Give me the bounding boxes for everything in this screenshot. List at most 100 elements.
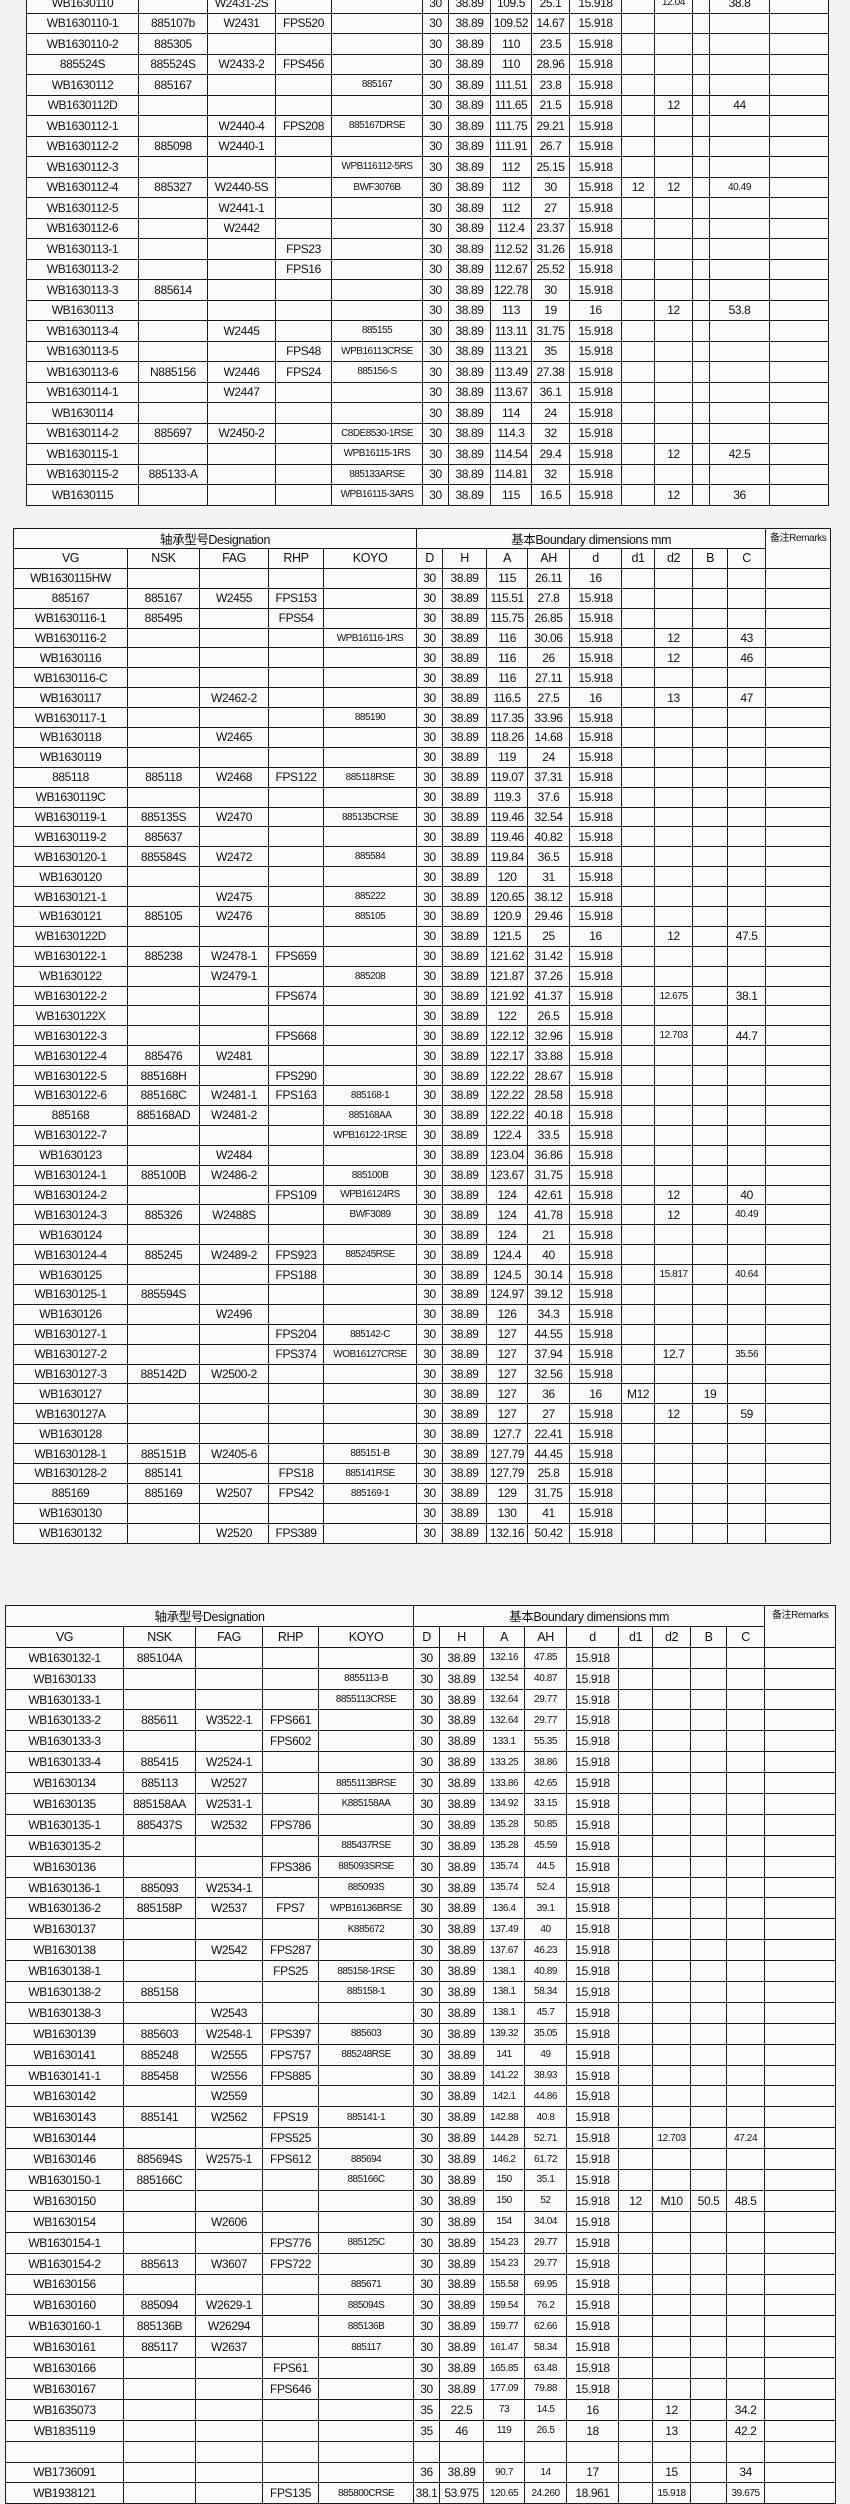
cell-h: 38.89 — [442, 647, 488, 669]
cell-c: 59 — [727, 1403, 767, 1425]
cell-d-bore: 15.918 — [566, 2001, 620, 2024]
cell-d-bore: 15.918 — [566, 1855, 620, 1878]
cell-remarks — [765, 1085, 832, 1106]
cell-b — [692, 846, 729, 868]
cell-koyo — [331, 94, 423, 116]
cell-d2 — [654, 1443, 694, 1464]
cell-remarks — [765, 1482, 832, 1504]
cell-nsk: 885415 — [123, 1751, 196, 1774]
cell-vg: WB1630110 — [26, 0, 139, 14]
table-row: WB1630132 W2520 FPS389 30 38.89 132.16 50.42 15… — [13, 1522, 832, 1544]
table-row: WB1630115 WPB16115-3ARS 30 38.89 115 16.5 15.9… — [26, 484, 829, 506]
cell-fag: W2486-2 — [199, 1164, 269, 1186]
cell-fag: W2468 — [199, 766, 269, 788]
cell-ah: 46.23 — [524, 1939, 568, 1962]
cell-vg: WB1630112-5 — [26, 197, 139, 219]
cell-d1 — [621, 0, 655, 14]
cell-a: 124.97 — [486, 1283, 529, 1305]
cell-ah — [524, 2440, 568, 2463]
cell-koyo — [322, 1502, 418, 1524]
cell-nsk — [123, 1730, 196, 1753]
cell-koyo — [317, 2419, 415, 2442]
cell-vg: WB1630156 — [5, 2273, 124, 2296]
table-row: WB1630112-5 W2441-1 30 38.89 112 27 15.918 — [26, 197, 829, 219]
cell-c — [709, 74, 770, 96]
table-row: WB1630115-1 WPB16115-1RS 30 38.89 114.54 29.4… — [26, 443, 829, 465]
cell-h: 38.89 — [439, 1897, 485, 1920]
cell-fag — [195, 2461, 263, 2484]
cell-d-outer: 30 — [416, 1303, 444, 1325]
column-header-d2: d2 — [652, 1625, 692, 1648]
cell-c — [709, 422, 770, 444]
cell-vg: WB1630132-1 — [5, 1646, 124, 1669]
cell-d1 — [618, 2273, 654, 2296]
cell-nsk: N885156 — [138, 361, 208, 383]
table-row: WB1630127-1 FPS204 885142-C 30 38.89 127 44.55… — [13, 1323, 832, 1345]
cell-d1 — [621, 53, 655, 75]
cell-nsk — [138, 258, 208, 280]
table-row: WB1630114 30 38.89 114 24 15.918 — [26, 402, 829, 424]
table-row: WB1630113-6 N885156 W2446 FPS24 885156-S 30 38… — [26, 361, 829, 383]
cell-a: 150 — [483, 2189, 526, 2212]
cell-koyo — [322, 945, 418, 967]
cell-d-outer: 30 — [422, 0, 449, 14]
cell-fag: W2478-1 — [199, 945, 269, 967]
cell-a: 115.51 — [486, 587, 529, 609]
cell-a: 126 — [486, 1303, 529, 1325]
cell-rhp: FPS61 — [262, 2357, 319, 2379]
cell-b — [692, 587, 729, 609]
cell-h: 38.89 — [442, 587, 488, 609]
cell-a: 177.09 — [483, 2377, 526, 2400]
designation-header: 轴承型号Designation — [12, 528, 418, 549]
cell-rhp — [268, 1104, 324, 1126]
cell-koyo — [322, 1303, 418, 1325]
cell-vg: WB1630127-2 — [13, 1343, 128, 1365]
cell-rhp — [268, 1383, 324, 1405]
cell-b — [692, 1363, 729, 1385]
cell-h: 38.89 — [442, 627, 488, 649]
cell-fag: W2527 — [195, 1772, 263, 1795]
cell-d2: 12 — [654, 647, 694, 669]
cell-h: 38.89 — [439, 1834, 485, 1857]
cell-d2 — [654, 1224, 694, 1246]
cell-b — [692, 1065, 729, 1087]
cell-nsk — [127, 985, 200, 1007]
cell-nsk — [138, 217, 208, 239]
cell-fag: W2575-1 — [195, 2148, 263, 2171]
cell-b — [690, 1939, 728, 1962]
cell-d-bore: 15.918 — [569, 866, 623, 888]
table-row: WB1630122-7 WPB16122-1RSE 30 38.89 122.4 33.5… — [13, 1124, 832, 1146]
cell-fag: W3522-1 — [195, 1709, 263, 1732]
cell-h: 38.89 — [442, 1482, 488, 1504]
cell-d2 — [652, 2231, 692, 2254]
cell-rhp — [262, 1646, 319, 1669]
cell-nsk: 885167 — [138, 74, 208, 96]
cell-koyo: WOB16127CRSE — [322, 1343, 418, 1365]
cell-d2 — [654, 945, 694, 967]
boundary-dimensions-header: 基本Boundary dimensions mm — [416, 528, 767, 549]
cell-vg: WB1630124-1 — [13, 1164, 128, 1186]
cell-ah: 44.45 — [527, 1443, 571, 1464]
cell-d-bore: 15.918 — [569, 1423, 623, 1445]
column-header-d-outer: D — [413, 1625, 441, 1648]
cell-vg: WB1630124-3 — [13, 1204, 128, 1226]
cell-rhp — [275, 0, 332, 14]
cell-nsk: 885437S — [123, 1813, 196, 1836]
cell-d2 — [652, 2357, 692, 2379]
cell-c — [726, 2440, 766, 2463]
cell-a: 150 — [483, 2169, 526, 2191]
cell-ah: 37.6 — [527, 786, 571, 808]
cell-fag — [207, 258, 276, 280]
cell-a: 127.79 — [486, 1462, 529, 1484]
cell-h: 38.89 — [439, 2252, 485, 2275]
cell-ah: 21 — [527, 1224, 571, 1246]
cell-rhp — [268, 687, 324, 709]
cell-h: 22.5 — [439, 2398, 485, 2421]
cell-vg: WB1630123 — [13, 1144, 128, 1166]
cell-nsk: 885614 — [138, 279, 208, 301]
cell-koyo — [322, 687, 418, 709]
cell-b — [692, 1085, 729, 1106]
cell-d2 — [654, 217, 693, 239]
cell-d1 — [618, 1751, 654, 1774]
cell-ah: 58.34 — [524, 2336, 568, 2359]
